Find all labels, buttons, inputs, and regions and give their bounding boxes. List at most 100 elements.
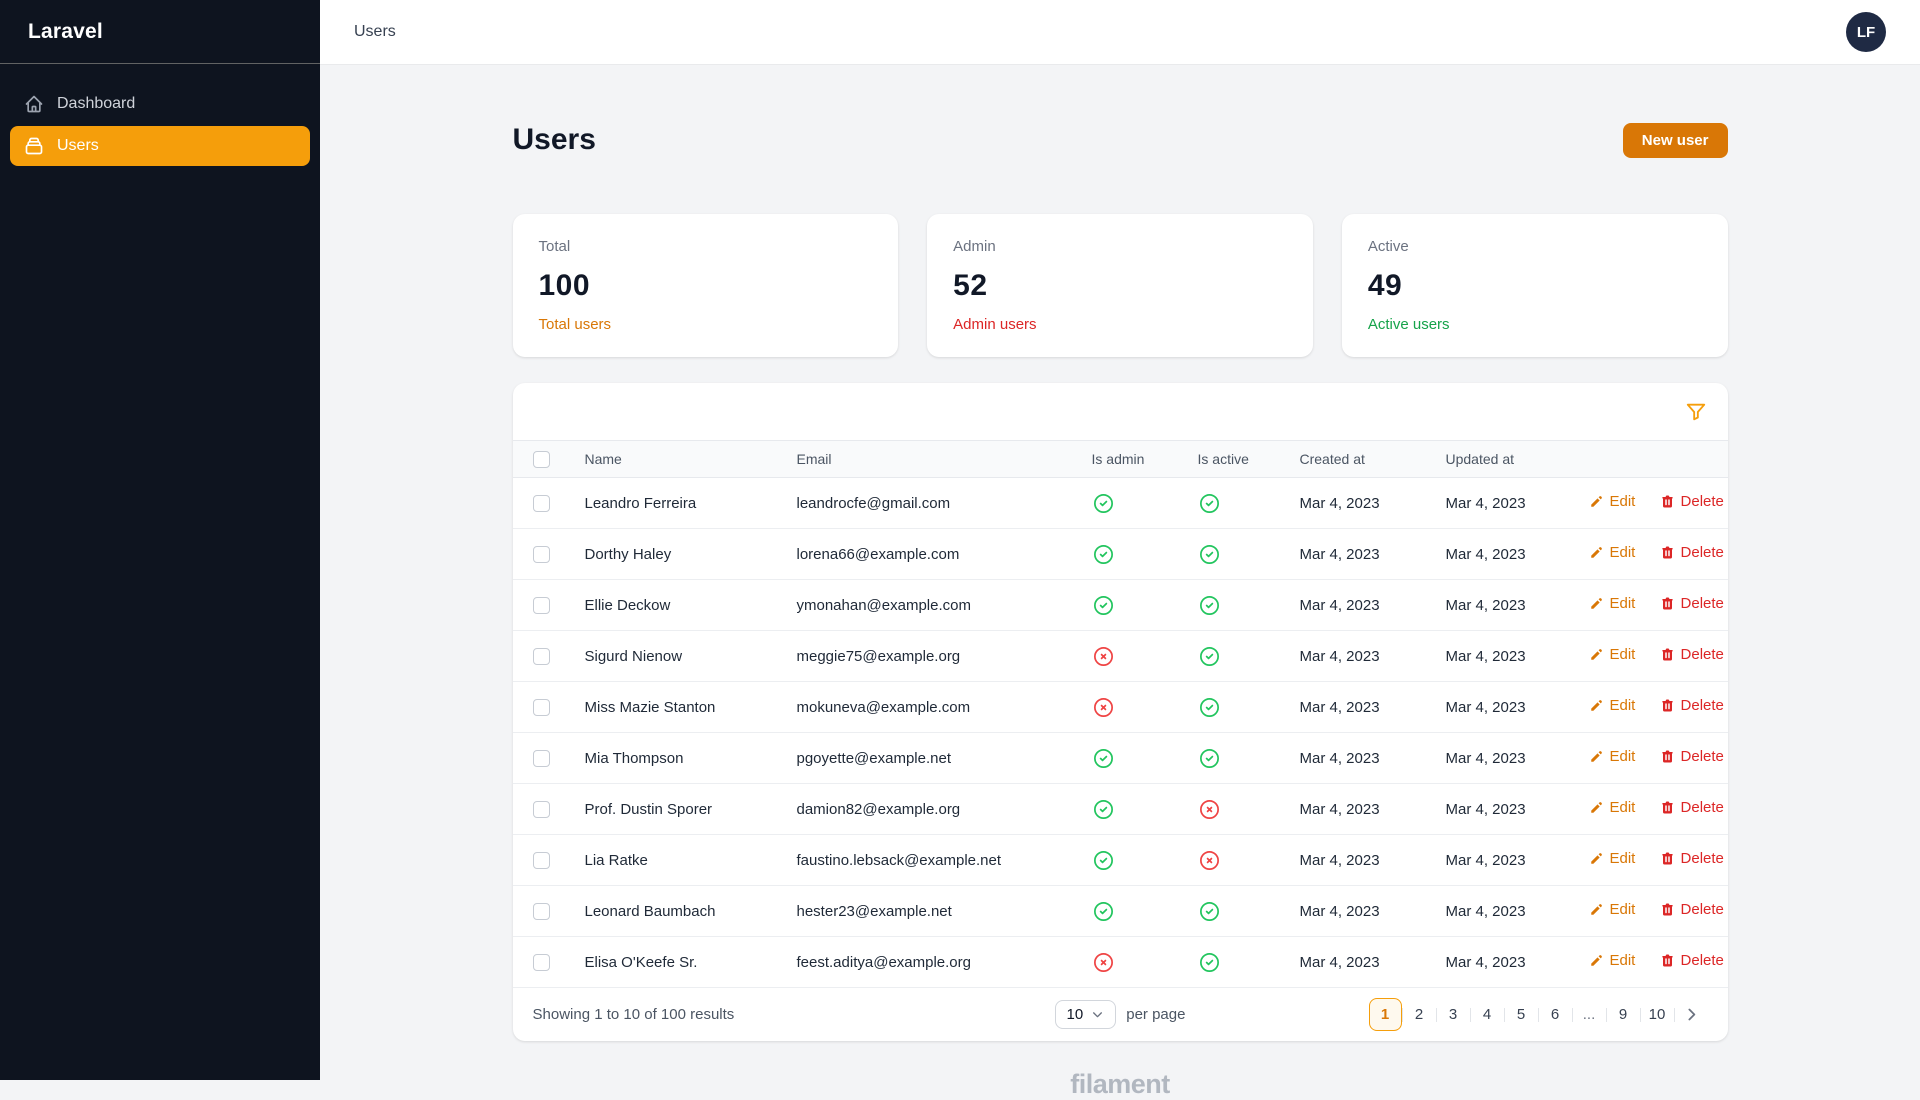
pagination-page-1[interactable]: 1 — [1368, 998, 1402, 1032]
stat-description: Active users — [1367, 316, 1450, 334]
column-header-created-at[interactable]: Created at — [1283, 440, 1430, 479]
pagination-separator — [1503, 1007, 1505, 1022]
cell-is-active — [1181, 885, 1284, 938]
delete-button[interactable]: Delete — [1660, 748, 1724, 765]
pagination-page-3[interactable]: 3 — [1437, 998, 1470, 1031]
row-checkbox[interactable] — [532, 494, 550, 512]
check-circle-icon — [1199, 748, 1219, 768]
sidebar-item-dashboard[interactable]: Dashboard — [10, 84, 310, 124]
column-header-is-admin[interactable]: Is admin — [1075, 440, 1182, 479]
edit-button[interactable]: Edit — [1589, 697, 1635, 714]
edit-button[interactable]: Edit — [1589, 595, 1635, 612]
check-circle-icon — [1093, 748, 1113, 768]
row-checkbox[interactable] — [532, 800, 550, 818]
delete-button[interactable]: Delete — [1660, 595, 1724, 612]
users-table: Name Email Is admin Is active Created at… — [512, 440, 1728, 989]
delete-button[interactable]: Delete — [1660, 493, 1724, 510]
pencil-icon — [1590, 751, 1602, 762]
row-checkbox[interactable] — [532, 698, 550, 716]
pencil-icon — [1590, 496, 1602, 507]
delete-label: Delete — [1680, 544, 1724, 562]
sidebar-item-users[interactable]: Users — [10, 126, 310, 166]
x-circle-icon — [1199, 850, 1219, 870]
per-page-select[interactable]: 10 — [1054, 1000, 1117, 1030]
delete-button[interactable]: Delete — [1660, 646, 1724, 663]
chevron-right-icon — [1687, 1008, 1695, 1021]
edit-button[interactable]: Edit — [1589, 850, 1635, 867]
check-circle-icon — [1093, 850, 1113, 870]
table-header-row: Name Email Is admin Is active Created at… — [512, 440, 1728, 479]
brand-logo: Laravel — [0, 0, 320, 64]
main-area: Users LF Users New user Total 100 Total … — [320, 0, 1920, 1099]
column-header-email[interactable]: Email — [780, 440, 1076, 479]
delete-button[interactable]: Delete — [1660, 799, 1724, 816]
home-icon — [24, 94, 44, 114]
edit-button[interactable]: Edit — [1589, 544, 1635, 561]
stat-card-active: Active 49 Active users — [1341, 214, 1728, 358]
row-checkbox[interactable] — [532, 749, 550, 767]
delete-label: Delete — [1680, 850, 1724, 868]
new-user-button[interactable]: New user — [1622, 122, 1728, 158]
row-checkbox[interactable] — [532, 647, 550, 665]
pagination-page-10[interactable]: 10 — [1641, 998, 1674, 1031]
row-checkbox[interactable] — [532, 902, 550, 920]
pagination-page-9[interactable]: 9 — [1607, 998, 1640, 1031]
delete-button[interactable]: Delete — [1660, 952, 1724, 969]
results-summary: Showing 1 to 10 of 100 results — [532, 1006, 735, 1024]
row-checkbox[interactable] — [532, 851, 550, 869]
per-page-label: per page — [1126, 1006, 1186, 1024]
delete-button[interactable]: Delete — [1660, 544, 1724, 561]
sidebar: Laravel Dashboard Users — [0, 0, 320, 1080]
cell-updated-at: Mar 4, 2023 — [1429, 579, 1573, 632]
edit-button[interactable]: Edit — [1589, 901, 1635, 918]
edit-button[interactable]: Edit — [1589, 493, 1635, 510]
row-checkbox[interactable] — [532, 953, 550, 971]
pagination-next-button[interactable] — [1675, 998, 1708, 1031]
column-header-is-active[interactable]: Is active — [1181, 440, 1284, 479]
pagination-separator — [1435, 1007, 1437, 1022]
edit-button[interactable]: Edit — [1589, 799, 1635, 816]
cell-created-at: Mar 4, 2023 — [1283, 681, 1430, 734]
cell-created-at: Mar 4, 2023 — [1283, 630, 1430, 683]
check-circle-icon — [1093, 493, 1113, 513]
cell-updated-at: Mar 4, 2023 — [1429, 477, 1573, 530]
stat-value: 100 — [538, 268, 591, 302]
edit-label: Edit — [1609, 646, 1636, 664]
avatar[interactable]: LF — [1846, 12, 1886, 52]
cell-updated-at: Mar 4, 2023 — [1429, 885, 1573, 938]
pagination-page-6[interactable]: 6 — [1539, 998, 1572, 1031]
check-circle-icon — [1199, 595, 1219, 615]
cell-is-active — [1181, 834, 1284, 887]
page-title: Users — [512, 123, 596, 157]
cell-name: Lia Ratke — [568, 834, 781, 887]
trash-icon — [1661, 852, 1673, 865]
delete-label: Delete — [1680, 646, 1724, 664]
edit-button[interactable]: Edit — [1589, 748, 1635, 765]
chevron-down-icon — [1093, 1012, 1103, 1018]
stat-label: Total — [538, 238, 571, 256]
edit-button[interactable]: Edit — [1589, 952, 1635, 969]
check-circle-icon — [1199, 493, 1219, 513]
filter-button[interactable] — [1676, 392, 1716, 432]
row-checkbox[interactable] — [532, 545, 550, 563]
pencil-icon — [1590, 904, 1602, 915]
column-header-name[interactable]: Name — [568, 440, 781, 479]
cell-created-at: Mar 4, 2023 — [1283, 579, 1430, 632]
pagination: 1 2 3 4 5 6... 9 10 — [1368, 998, 1708, 1032]
x-circle-icon — [1199, 799, 1219, 819]
pagination-page-4[interactable]: 4 — [1471, 998, 1504, 1031]
cell-email: mokuneva@example.com — [780, 681, 1076, 734]
delete-button[interactable]: Delete — [1660, 901, 1724, 918]
edit-button[interactable]: Edit — [1589, 646, 1636, 664]
pagination-page-5[interactable]: 5 — [1505, 998, 1538, 1031]
cell-is-admin — [1075, 732, 1182, 785]
cell-is-active — [1181, 783, 1284, 836]
column-header-updated-at[interactable]: Updated at — [1429, 440, 1573, 479]
select-all-checkbox[interactable] — [532, 451, 550, 469]
trash-icon — [1661, 648, 1673, 661]
pagination-page-2[interactable]: 2 — [1403, 998, 1436, 1031]
row-checkbox[interactable] — [532, 596, 550, 614]
delete-button[interactable]: Delete — [1660, 850, 1724, 867]
delete-button[interactable]: Delete — [1660, 697, 1724, 714]
